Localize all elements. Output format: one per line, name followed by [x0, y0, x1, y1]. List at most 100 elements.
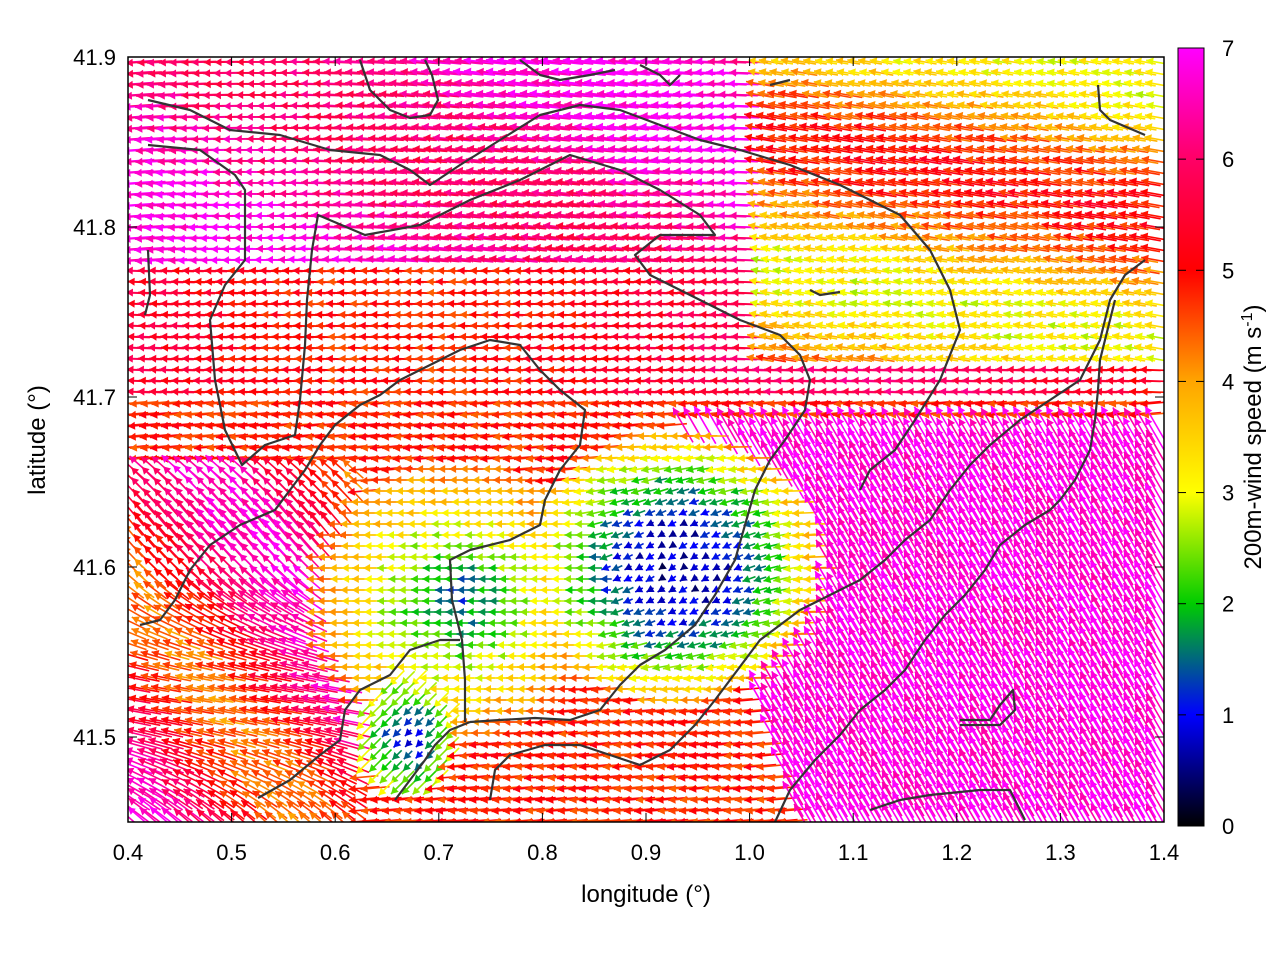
wind-vector-head [269, 68, 277, 77]
wind-vector-head [113, 136, 120, 144]
wind-vector-head [112, 191, 119, 199]
wind-vector-head [1079, 79, 1087, 88]
wind-vector-head [257, 79, 265, 88]
wind-vector-head [475, 100, 484, 109]
wind-vector-head [498, 67, 506, 76]
wind-vector-head [552, 57, 561, 65]
wind-vector-head [902, 90, 911, 99]
wind-vector-head [202, 124, 210, 133]
wind-vector-head [867, 90, 876, 98]
wind-vector-head [112, 147, 119, 155]
wind-vector-head [584, 67, 592, 76]
wind-vector-head [716, 123, 724, 132]
wind-vector-head [1079, 112, 1087, 121]
wind-vector [584, 81, 628, 87]
wind-vector-head [565, 122, 573, 131]
wind-vector-head [1069, 57, 1078, 66]
wind-vector-head [662, 57, 670, 66]
wind-vector-head [146, 80, 154, 89]
wind-vector-head [180, 80, 188, 89]
wind-vector-head [389, 79, 397, 87]
wind-vector-head [596, 78, 604, 87]
wind-vector-head [748, 57, 756, 66]
wind-vector-head [903, 68, 911, 77]
wind-vector-head [562, 57, 571, 65]
wind-vector-head [113, 125, 120, 133]
wind-vector-head [542, 122, 551, 131]
wind-vector-head [553, 89, 561, 98]
wind-vector-head [443, 100, 451, 109]
wind-vector-head [466, 111, 474, 120]
wind-vector [562, 59, 606, 65]
wind-vector-head [257, 68, 265, 77]
wind-vector-head [857, 90, 865, 98]
wind-vector-head [312, 68, 320, 77]
wind-vector-head [169, 124, 177, 133]
wind-vector-head [256, 123, 264, 132]
wind-vector-head [357, 123, 365, 132]
wind-vector-head [486, 111, 495, 120]
wind-vector-head [707, 90, 715, 99]
wind-vector-head [705, 68, 713, 77]
wind-vector-head [989, 101, 998, 109]
wind-vector-head [1001, 90, 1009, 99]
wind-vector-head [628, 57, 636, 65]
wind-vector-head [442, 89, 450, 98]
wind-vector-head [531, 78, 539, 87]
wind-vector-head [1057, 57, 1066, 66]
wind-vector-head [399, 100, 407, 109]
wind-vector-head [498, 111, 506, 120]
wind-vector-head [498, 100, 506, 109]
wind-vector-head [519, 111, 528, 120]
wind-vector-head [179, 124, 187, 133]
wind-vector-head [991, 90, 999, 99]
wind-vector-head [1068, 68, 1077, 77]
wind-vector-head [1112, 57, 1120, 66]
wind-vector-head [116, 322, 123, 330]
wind-vector-head [488, 122, 497, 131]
wind-vector-head [574, 111, 582, 120]
wind-vector-head [1123, 57, 1131, 66]
wind-vector-head [899, 111, 908, 120]
wind-vector-head [1145, 68, 1153, 77]
wind-vector-head [128, 91, 133, 100]
wind-vector-head [968, 57, 977, 66]
wind-vector-head [136, 69, 144, 78]
wind-vector-head [716, 101, 724, 110]
wind-vector-head [421, 67, 429, 76]
wind-vector-head [889, 111, 897, 120]
wind-vector-head [790, 67, 799, 76]
wind-vector-head [836, 68, 845, 77]
wind-vector-head [236, 91, 244, 99]
wind-vector-head [867, 101, 876, 109]
wind-vector-head [433, 122, 441, 131]
wind-vector-head [1012, 90, 1020, 99]
wind-vector-head [910, 111, 918, 120]
wind-vector-head [531, 57, 539, 65]
wind-vector-head [695, 123, 703, 132]
wind-vector-head [158, 58, 166, 67]
wind-vector-head [213, 102, 220, 111]
wind-vector-head [562, 78, 570, 87]
wind-vector-head [433, 111, 441, 120]
wind-vector-head [400, 79, 408, 87]
wind-vector-head [236, 80, 244, 88]
wind-vector-head [767, 89, 775, 98]
wind-vector-head [1069, 101, 1077, 110]
wind-vector-head [766, 111, 775, 120]
wind-vector-head [225, 113, 232, 122]
wind-vector-head [213, 69, 221, 78]
wind-vector-head [476, 67, 484, 76]
wind-vector-head [803, 57, 811, 66]
wind-vector-head [368, 123, 376, 132]
wind-vector-head [224, 80, 232, 89]
wind-vector-head [730, 57, 738, 66]
wind-vector-head [454, 57, 462, 65]
wind-vector [562, 81, 606, 87]
wind-vector-head [114, 92, 121, 100]
wind-vector-head [619, 100, 627, 109]
wind-vector-head [1101, 57, 1110, 66]
wind-vector-head [378, 68, 386, 77]
wind-vector-head [268, 79, 276, 88]
wind-vector-head [617, 78, 625, 87]
